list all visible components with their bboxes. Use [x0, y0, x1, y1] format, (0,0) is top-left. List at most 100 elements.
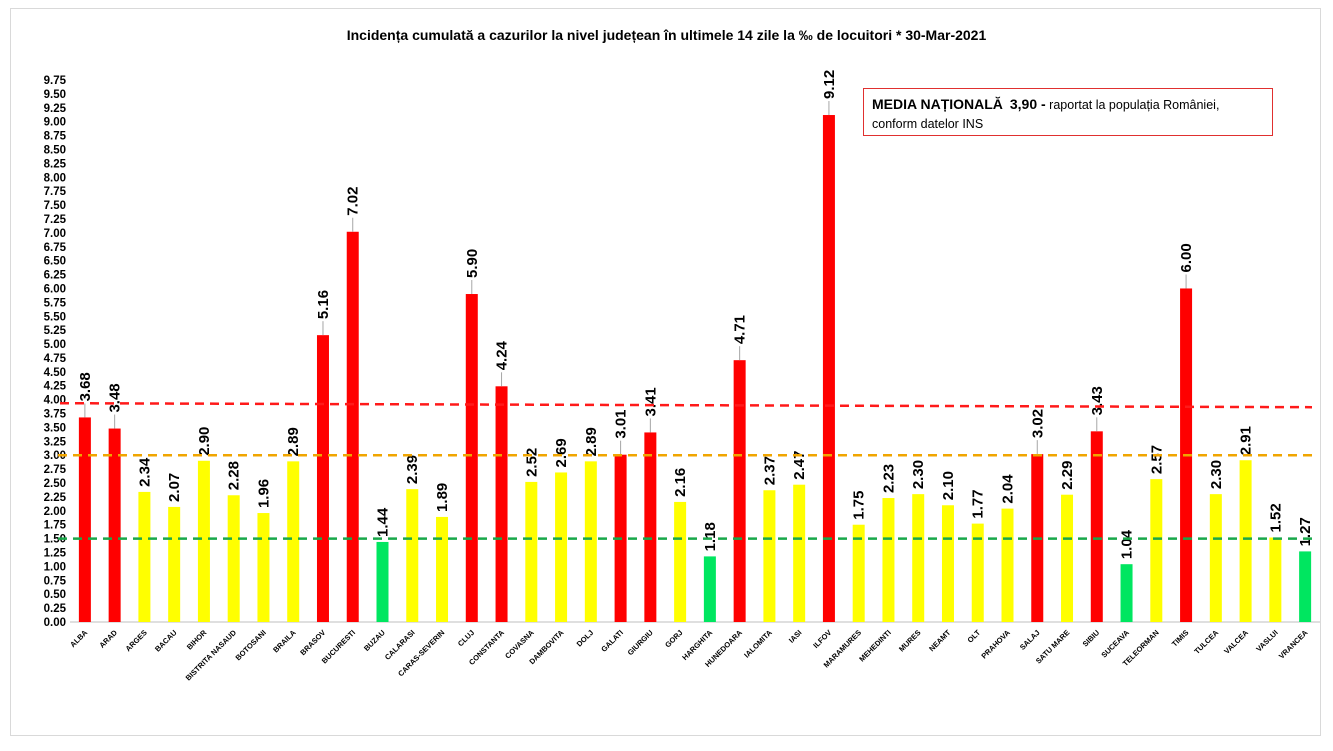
category-label: VALCEA [1222, 628, 1250, 656]
y-tick-label: 7.00 [44, 228, 66, 240]
national-average-box: MEDIA NAȚIONALĂ 3,90 - raportat la popul… [863, 88, 1273, 136]
data-label: 3.02 [1029, 409, 1046, 438]
bar [882, 498, 895, 622]
bar [316, 335, 329, 622]
category-label: CLUJ [456, 628, 476, 648]
data-label: 2.16 [672, 468, 689, 497]
data-label: 4.71 [732, 315, 749, 344]
bar [941, 505, 954, 622]
y-tick-label: 7.50 [44, 200, 66, 212]
chart-frame [10, 8, 1321, 736]
y-tick-label: 4.00 [44, 395, 66, 407]
bar [793, 484, 806, 622]
category-label: PRAHOVA [979, 628, 1012, 661]
bar [1299, 551, 1312, 622]
bar [257, 513, 270, 622]
bar [287, 461, 300, 622]
data-label: 2.29 [1059, 460, 1076, 489]
bar [822, 115, 835, 622]
y-tick-label: 1.50 [44, 534, 66, 546]
data-label: 3.68 [77, 372, 94, 401]
category-label: BRASOV [298, 628, 327, 657]
category-label: BRAILA [271, 628, 298, 655]
data-label: 6.00 [1178, 243, 1195, 272]
y-tick-label: 9.00 [44, 117, 66, 129]
data-label: 2.37 [761, 456, 778, 485]
bar [644, 432, 657, 622]
bar [1120, 564, 1133, 622]
data-label: 5.90 [464, 249, 481, 278]
data-label: 2.04 [1000, 474, 1017, 504]
bar [197, 460, 210, 622]
data-label: 2.30 [910, 460, 927, 489]
bar [465, 294, 478, 622]
y-tick-label: 1.25 [44, 548, 67, 560]
data-label: 2.57 [1148, 445, 1165, 474]
bar [108, 428, 121, 622]
category-label: MEHEDINTI [857, 628, 893, 664]
y-tick-label: 5.50 [44, 311, 66, 323]
data-label: 2.91 [1238, 426, 1255, 455]
bar [376, 541, 389, 622]
bar [555, 472, 568, 622]
bar [525, 481, 538, 622]
data-label: 2.28 [226, 461, 243, 490]
data-label: 1.27 [1297, 517, 1314, 546]
category-label: IALOMITA [742, 628, 774, 660]
y-tick-label: 0.75 [44, 575, 67, 587]
y-tick-label: 1.75 [44, 520, 67, 532]
y-tick-label: 3.25 [44, 436, 67, 448]
bar [168, 506, 181, 622]
bar [495, 386, 508, 622]
data-label: 1.44 [375, 507, 392, 537]
data-label: 9.12 [821, 70, 838, 99]
y-tick-label: 8.00 [44, 172, 66, 184]
y-tick-label: 4.25 [44, 381, 67, 393]
category-label: ARAD [97, 628, 119, 650]
bar [852, 524, 865, 622]
data-label: 1.04 [1119, 529, 1136, 559]
category-label: ARGES [124, 628, 149, 653]
bar [1090, 431, 1103, 622]
y-tick-label: 3.50 [44, 422, 66, 434]
y-tick-label: 8.50 [44, 144, 66, 156]
national-average-source: conform datelor INS [872, 117, 984, 131]
category-label: OLT [966, 628, 983, 645]
data-label: 2.23 [880, 464, 897, 493]
bar [227, 495, 240, 622]
data-label: 2.07 [166, 473, 183, 502]
bar [733, 360, 746, 622]
data-label: 1.89 [434, 483, 451, 512]
y-tick-label: 7.25 [44, 214, 67, 226]
category-label: TIMIS [1170, 628, 1191, 649]
category-label: SIBIU [1081, 628, 1102, 649]
data-label: 1.77 [970, 489, 987, 518]
data-label: 1.52 [1267, 503, 1284, 532]
national-average-label: MEDIA NAȚIONALĂ [872, 96, 1003, 112]
data-label: 2.69 [553, 438, 570, 467]
data-label: 2.52 [523, 448, 540, 477]
bar [584, 461, 597, 622]
bar [346, 231, 359, 622]
category-label: BIHOR [185, 628, 209, 652]
data-label: 3.48 [107, 383, 124, 412]
y-tick-label: 5.75 [44, 297, 67, 309]
y-tick-label: 8.25 [44, 158, 67, 170]
bar [138, 491, 151, 622]
bar [971, 523, 984, 622]
bar [1061, 494, 1074, 622]
bar [78, 417, 91, 622]
data-label: 4.24 [494, 340, 511, 370]
bar [1239, 460, 1252, 622]
data-label: 2.10 [940, 471, 957, 500]
category-label: IASI [787, 628, 804, 645]
data-label: 1.18 [702, 522, 719, 551]
category-label: VASLUI [1254, 628, 1279, 653]
data-label: 2.47 [791, 450, 808, 479]
y-tick-label: 6.50 [44, 256, 66, 268]
y-tick-label: 5.00 [44, 339, 66, 351]
category-label: TULCEA [1192, 628, 1220, 656]
y-tick-label: 2.50 [44, 478, 66, 490]
category-label: ILFOV [811, 628, 833, 650]
